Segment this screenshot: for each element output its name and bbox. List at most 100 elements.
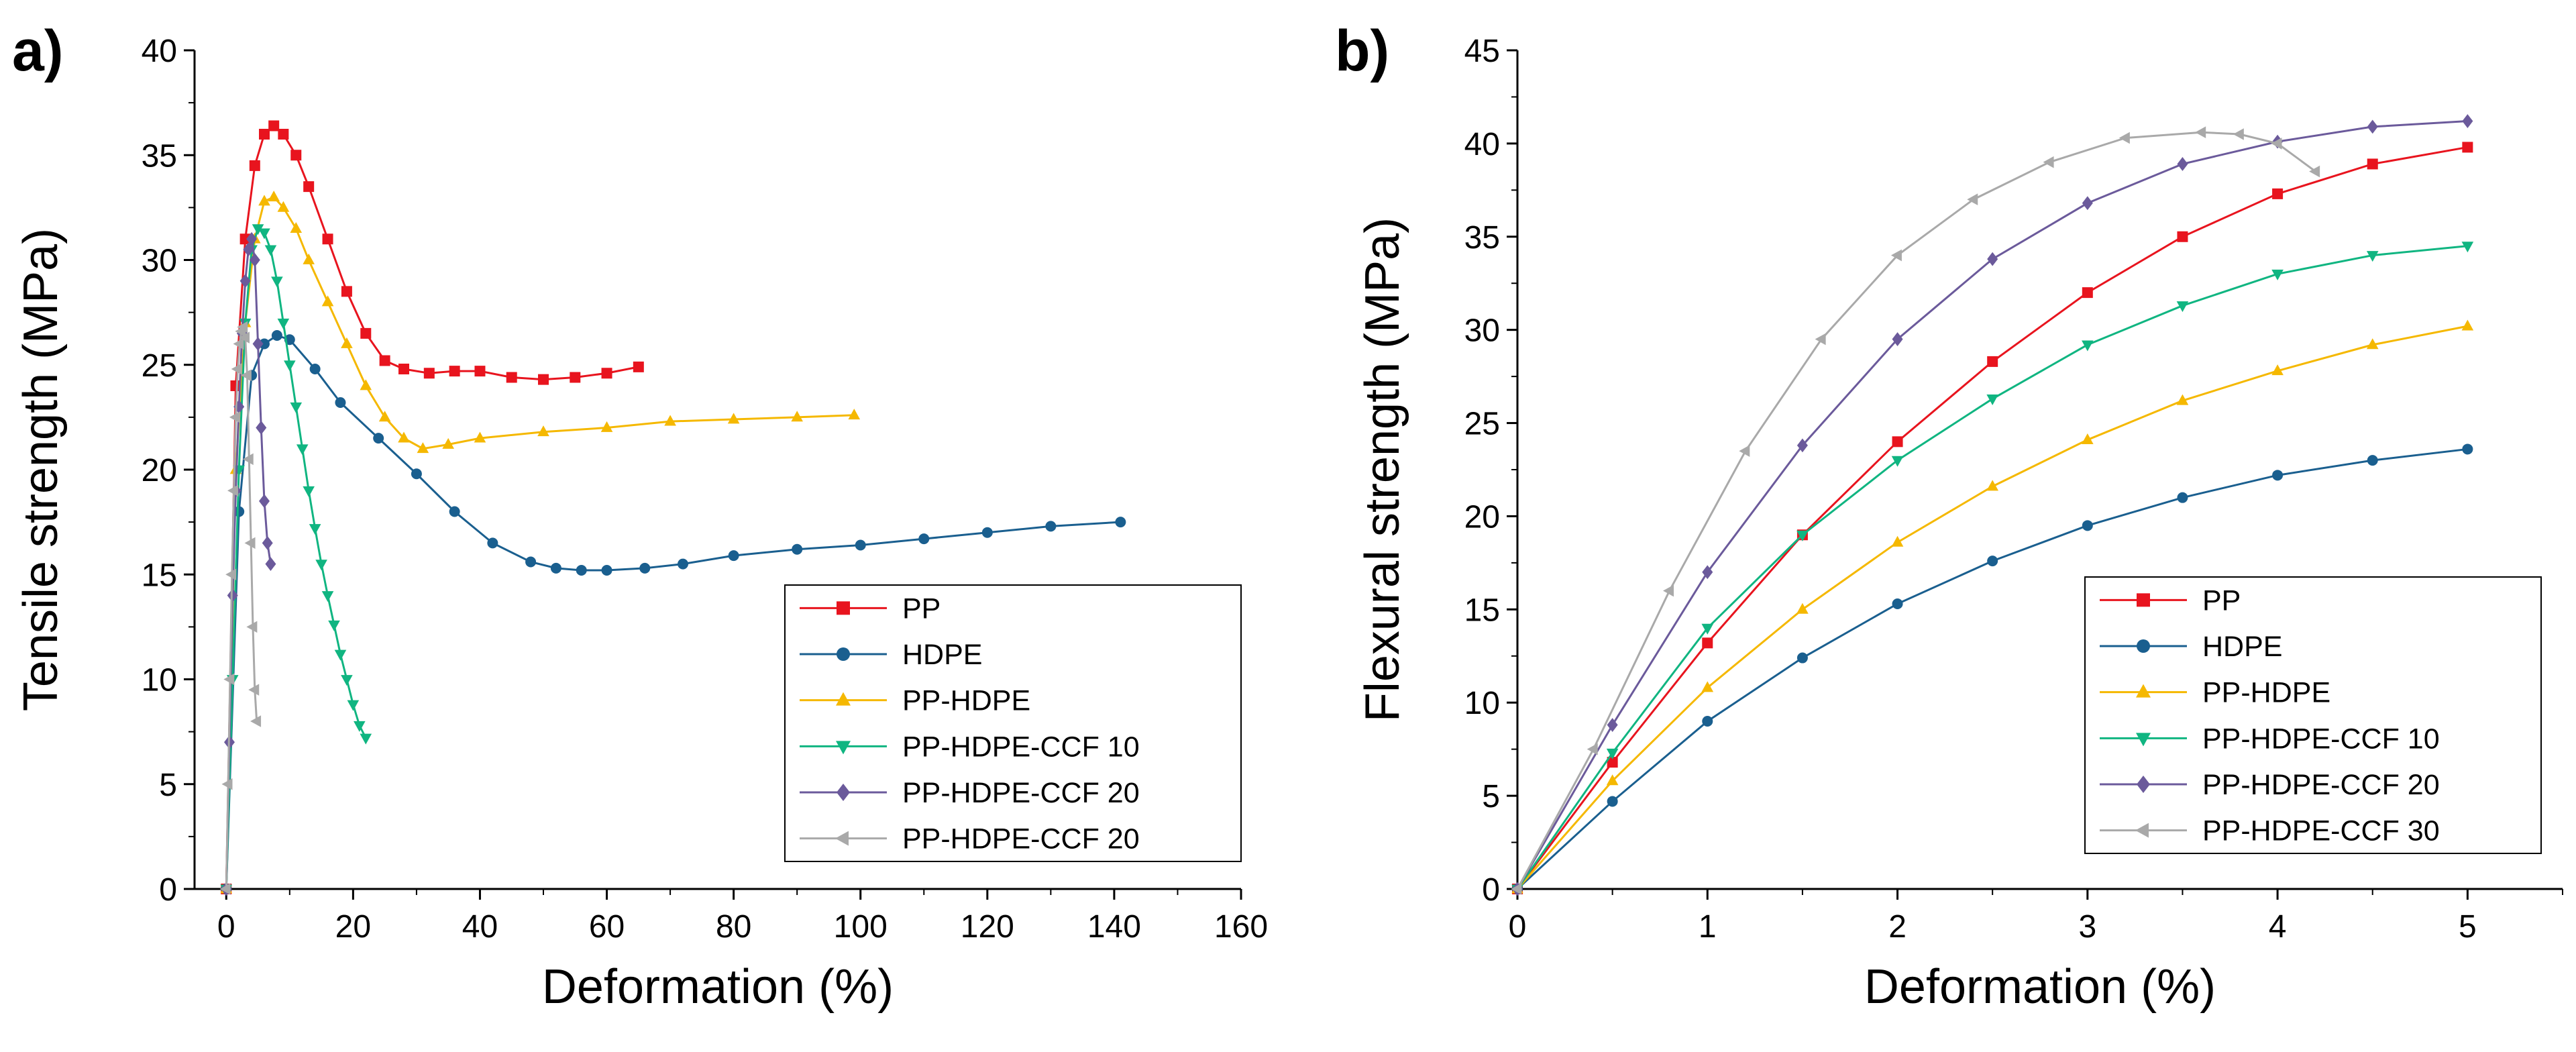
- y-tick-label: 10: [1464, 686, 1500, 721]
- chart-tensile: a) 0 5 10 15 20 25 30 35 40 0 20 40 60 80 100 120 140 160…: [12, 19, 1268, 1014]
- legend-label: HDPE: [902, 639, 982, 671]
- data-point: [2366, 338, 2379, 350]
- y-tick-label: 30: [1464, 313, 1500, 349]
- data-point: [1702, 637, 1713, 649]
- data-point: [398, 431, 410, 443]
- data-point: [227, 484, 239, 497]
- data-point: [2043, 156, 2054, 168]
- series-pp-hdpe-ccf-30: [1511, 126, 2320, 895]
- data-point: [449, 366, 460, 377]
- data-point: [321, 295, 334, 307]
- data-point: [2367, 158, 2378, 170]
- x-tick-label: 3: [2078, 909, 2096, 945]
- legend-label: PP: [2202, 584, 2241, 617]
- legend-marker: [836, 692, 851, 706]
- legend-marker: [835, 831, 849, 846]
- data-point: [244, 537, 256, 549]
- data-point: [278, 129, 289, 140]
- data-point: [2462, 114, 2473, 128]
- data-point: [1045, 521, 1057, 532]
- legend-marker: [2137, 776, 2150, 793]
- x-tick-label: 160: [1214, 909, 1268, 945]
- data-point: [227, 588, 238, 602]
- y-tick-label: 5: [1482, 779, 1500, 814]
- y-axis-label: Flexural strength (MPa): [1356, 217, 1409, 722]
- legend-marker: [837, 784, 850, 801]
- data-point: [2118, 132, 2130, 144]
- data-point: [239, 233, 251, 245]
- data-point: [379, 355, 390, 366]
- data-point: [242, 453, 254, 466]
- data-point: [233, 506, 245, 517]
- y-tick-label: 40: [1464, 127, 1500, 162]
- legend-label: PP-HDPE-CCF 10: [2202, 723, 2440, 755]
- data-point: [360, 733, 372, 745]
- data-point: [537, 425, 549, 437]
- data-point: [249, 160, 260, 171]
- y-tick-label: 30: [142, 244, 177, 279]
- data-point: [2195, 126, 2206, 139]
- data-point: [2177, 231, 2188, 242]
- y-tick-label: 15: [142, 558, 177, 593]
- legend-label: PP-HDPE-CCF 20: [2202, 769, 2440, 801]
- legend-label: PP-HDPE-CCF 30: [2202, 815, 2440, 847]
- data-point: [2176, 394, 2189, 405]
- data-point: [1607, 757, 1618, 768]
- data-point: [2271, 364, 2284, 376]
- data-point: [2082, 340, 2094, 352]
- data-point: [229, 411, 240, 423]
- x-tick-label: 60: [589, 909, 625, 945]
- data-point: [1607, 718, 1618, 732]
- data-point: [398, 364, 409, 374]
- data-point: [442, 437, 454, 449]
- data-point: [792, 543, 803, 555]
- series-line: [225, 195, 855, 890]
- data-point: [791, 411, 803, 422]
- data-point: [303, 486, 315, 497]
- data-point: [321, 591, 334, 602]
- x-tick-label: 0: [1509, 909, 1527, 945]
- x-tick-label: 2: [1888, 909, 1907, 945]
- legend-marker: [2135, 823, 2149, 838]
- data-point: [239, 331, 250, 344]
- data-point: [2367, 119, 2378, 134]
- data-point: [2272, 470, 2284, 481]
- data-point: [601, 565, 612, 576]
- data-point: [2462, 142, 2473, 153]
- data-point: [271, 330, 282, 341]
- data-point: [474, 366, 486, 377]
- data-point: [378, 411, 391, 422]
- data-point: [284, 360, 296, 372]
- legend: PP HDPE PP-HDPE PP-HDPE-CCF 10 PP-HDPE-CCF 2…: [2084, 576, 2542, 854]
- data-point: [576, 565, 587, 576]
- data-point: [2366, 251, 2379, 262]
- data-point: [223, 673, 235, 686]
- data-point: [2176, 301, 2189, 313]
- data-point: [315, 560, 327, 571]
- y-tick-label: 20: [1464, 499, 1500, 535]
- legend-marker: [2137, 593, 2150, 607]
- data-point: [277, 318, 290, 329]
- x-tick-label: 5: [2459, 909, 2477, 945]
- data-point: [248, 684, 260, 696]
- data-point: [639, 562, 651, 574]
- y-tick-label: 45: [1464, 34, 1500, 69]
- data-point: [487, 537, 498, 549]
- legend-marker: [2136, 733, 2151, 747]
- data-point: [231, 363, 242, 375]
- x-tick-label: 140: [1087, 909, 1141, 945]
- data-point: [259, 494, 270, 509]
- data-point: [258, 195, 270, 206]
- y-tick-label: 0: [159, 872, 177, 908]
- data-point: [360, 379, 372, 390]
- data-point: [309, 524, 321, 535]
- x-tick-label: 40: [462, 909, 498, 945]
- data-point: [570, 372, 581, 383]
- data-point: [423, 368, 435, 379]
- data-point: [633, 361, 644, 372]
- y-tick-label: 35: [142, 138, 177, 174]
- data-point: [678, 558, 688, 570]
- x-tick-label: 80: [716, 909, 751, 945]
- data-point: [1115, 517, 1126, 528]
